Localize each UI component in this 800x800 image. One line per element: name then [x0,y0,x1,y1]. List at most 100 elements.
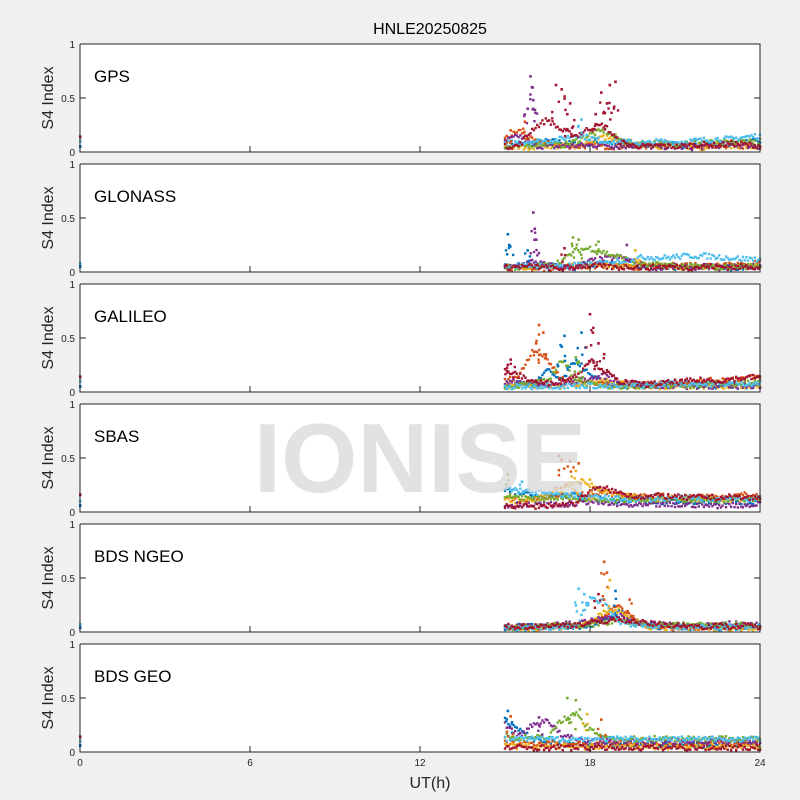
data-point [559,135,563,139]
data-point [614,608,617,612]
data-point [740,259,743,262]
data-point [622,141,626,144]
data-point [553,122,556,126]
data-point [563,384,566,387]
data-point [658,266,661,269]
data-point [714,144,717,147]
data-point [595,129,598,132]
data-point [729,495,733,498]
data-point [702,144,706,147]
data-point [622,495,626,499]
data-point [565,504,568,507]
data-point [607,387,610,390]
data-point [660,262,663,266]
data-point [522,143,525,146]
data-point [542,386,546,389]
data-point [561,267,564,270]
data-point [706,493,709,496]
data-point [593,267,597,270]
data-point [575,243,579,246]
data-point [670,381,673,384]
data-point [536,264,539,267]
data-point [614,133,617,136]
data-point [604,147,607,151]
data-point [704,264,707,267]
data-point [578,384,581,387]
data-point [616,136,619,139]
data-point [746,497,750,500]
data-point [595,486,598,489]
data-point [566,496,570,500]
data-point [621,494,624,498]
data-point [549,495,553,498]
data-point [587,139,590,143]
data-point [561,384,564,387]
data-point [752,493,755,497]
data-point [603,111,607,115]
data-point [577,124,580,127]
data-point [537,382,541,385]
data-point [576,382,580,385]
data-point [733,144,736,148]
data-point [622,263,626,266]
data-point [752,137,755,141]
data-point [541,147,544,150]
data-point [527,143,530,146]
data-point [524,144,527,148]
data-point [667,266,670,270]
data-point [724,135,728,138]
data-point [503,377,507,381]
data-point [549,383,553,387]
data-point [697,383,700,386]
data-point [531,497,534,501]
data-point [517,622,520,626]
data-point [697,266,700,270]
data-point [585,499,588,503]
data-point [551,490,554,494]
data-point [740,263,743,266]
data-point [520,263,524,267]
data-point [542,269,546,273]
data-point [736,499,740,503]
data-point [590,135,593,139]
data-point [629,144,632,147]
data-point [631,258,634,262]
data-point [738,143,741,146]
data-point [736,255,740,258]
data-point [735,380,738,384]
data-point [524,263,527,267]
data-point [629,500,632,503]
data-point [604,138,607,141]
data-point [568,503,571,507]
data-point [583,145,587,148]
data-point [522,498,525,502]
data-point [641,495,644,498]
data-point [602,370,605,373]
data-point [593,367,596,371]
data-point [678,267,682,270]
data-point [697,256,700,260]
data-point [571,265,575,269]
data-point [718,501,721,504]
data-point [706,144,709,147]
data-point [556,492,559,495]
data-points [79,75,762,152]
data-point [706,257,709,260]
data-point [661,383,665,386]
data-point [512,506,515,509]
data-point [604,252,607,256]
data-point [607,381,610,385]
data-point [529,135,532,138]
data-point [718,146,721,150]
data-point [638,267,641,271]
data-point [563,95,566,98]
data-point [612,498,615,501]
data-point [609,131,612,134]
data-point [597,374,600,378]
data-point [531,142,534,146]
data-point [661,501,665,504]
data-point [563,495,566,498]
data-point [745,496,748,499]
data-point [740,629,743,632]
data-point [660,386,663,389]
